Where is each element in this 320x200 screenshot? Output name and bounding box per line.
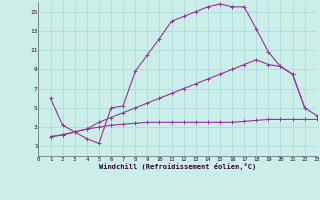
X-axis label: Windchill (Refroidissement éolien,°C): Windchill (Refroidissement éolien,°C) <box>99 163 256 170</box>
